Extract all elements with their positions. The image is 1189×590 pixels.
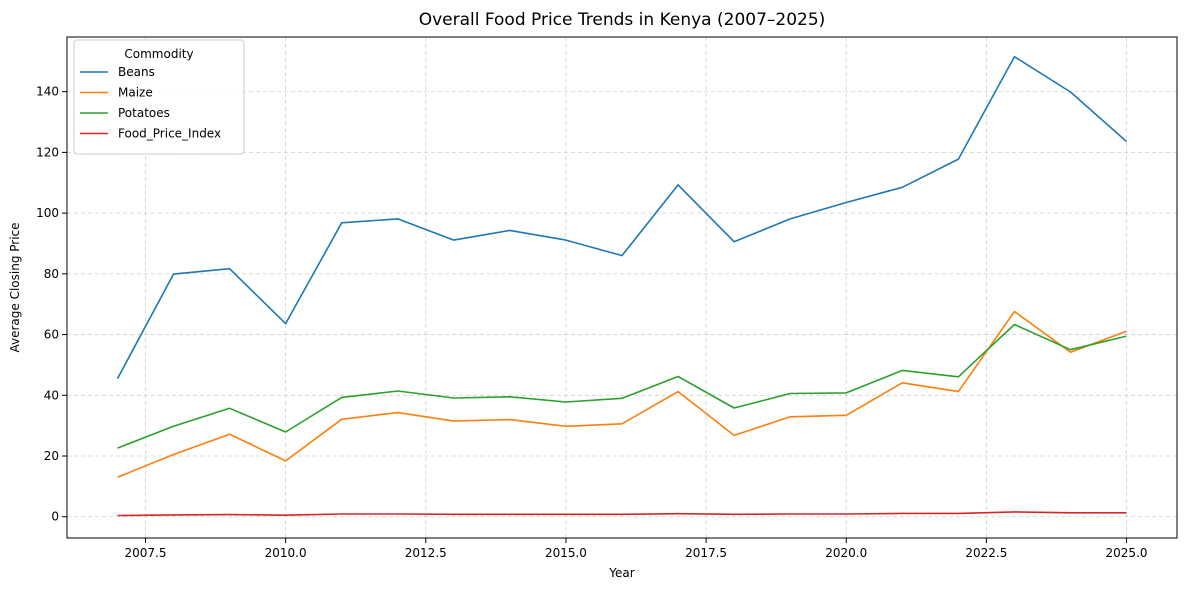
grid — [67, 37, 1177, 538]
series-lines — [116, 55, 1128, 517]
legend-label-beans: Beans — [118, 65, 155, 79]
x-tick-label: 2025.0 — [1106, 546, 1148, 560]
legend-label-food-price-index: Food_Price_Index — [118, 127, 221, 141]
y-tick-label: 100 — [36, 206, 59, 220]
legend-items: Beans Maize Potatoes Food_Price_Index — [80, 65, 221, 141]
x-tick-label: 2020.0 — [825, 546, 867, 560]
legend-label-potatoes: Potatoes — [118, 106, 170, 120]
x-axis-label: Year — [608, 566, 634, 580]
chart-title: Overall Food Price Trends in Kenya (2007… — [419, 10, 826, 30]
series-line-beans — [116, 55, 1128, 379]
x-tick-label: 2007.5 — [124, 546, 166, 560]
legend-title: Commodity — [124, 47, 193, 61]
legend: Commodity Beans Maize Potatoes Food_Price_I… — [73, 39, 245, 155]
series-line-food-price-index — [117, 511, 1127, 517]
plot-frame — [66, 36, 1178, 539]
y-tick-label: 20 — [44, 449, 59, 463]
x-tick-label: 2022.5 — [965, 546, 1007, 560]
y-axis-label: Average Closing Price — [8, 222, 22, 352]
y-tick-label: 120 — [36, 145, 59, 159]
y-tick-label: 60 — [44, 328, 59, 342]
x-tick-label: 2017.5 — [685, 546, 727, 560]
y-tick-label: 80 — [44, 267, 59, 281]
x-axis-ticks: 2007.5 2010.0 2012.5 2015.0 2017.5 2020.0 2022… — [124, 538, 1148, 560]
x-tick-label: 2012.5 — [405, 546, 447, 560]
legend-label-maize: Maize — [118, 86, 153, 100]
y-axis-ticks: 0 20 40 60 80 100 120 140 — [36, 85, 67, 524]
x-tick-label: 2010.0 — [265, 546, 307, 560]
series-line-maize — [117, 310, 1127, 479]
legend-box — [73, 39, 245, 155]
x-tick-label: 2015.0 — [545, 546, 587, 560]
y-tick-label: 0 — [51, 510, 59, 524]
series-line-potatoes — [117, 323, 1127, 449]
y-tick-label: 40 — [44, 388, 59, 402]
y-tick-label: 140 — [36, 85, 59, 99]
